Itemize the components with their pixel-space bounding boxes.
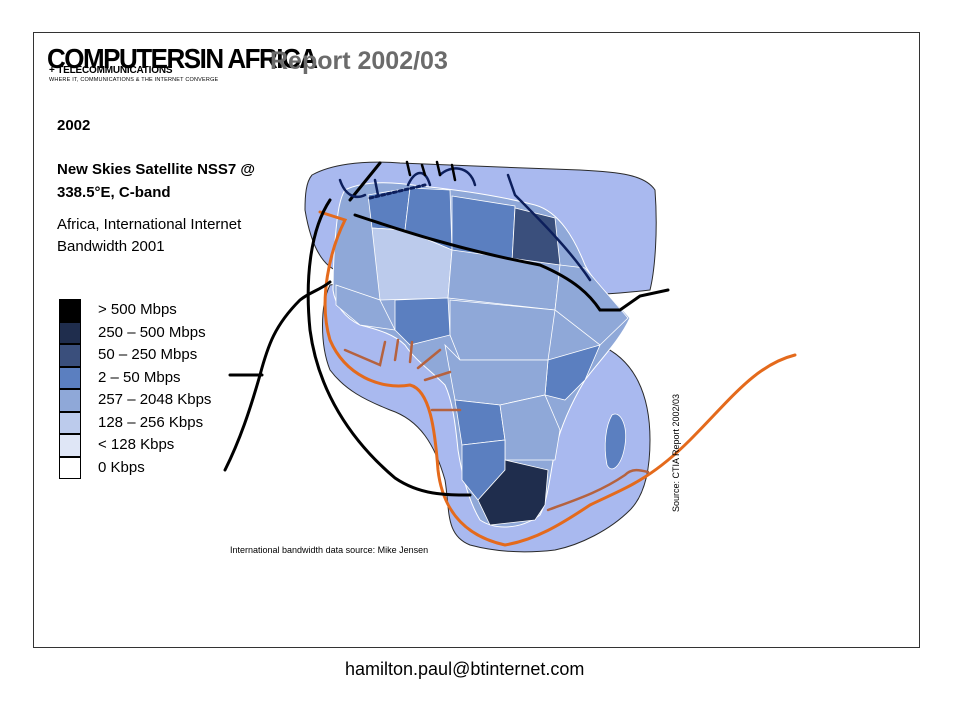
logo-main-text: COMPUTERSIN AFRICA bbox=[47, 42, 318, 75]
country-block-central bbox=[449, 299, 556, 361]
author-email: hamilton.paul@btinternet.com bbox=[345, 659, 585, 679]
logo-tagline: WHERE IT, COMMUNICATIONS & THE INTERNET … bbox=[49, 77, 219, 83]
cable-black-north bbox=[348, 161, 670, 312]
country-block-west bbox=[335, 284, 396, 331]
legend-label: 250 – 500 Mbps bbox=[98, 323, 206, 341]
bandwidth-data-source: International bandwidth data source: Mik… bbox=[230, 545, 429, 555]
legend-swatch bbox=[59, 366, 81, 389]
year-label: 2002 bbox=[57, 117, 91, 134]
computers-in-africa-logo: COMPUTERSIN AFRICA + TELECOMMUNICATIONS … bbox=[47, 44, 318, 84]
slide-frame bbox=[33, 32, 920, 648]
africa-bandwidth-map bbox=[223, 160, 797, 553]
logo-sub-text: + TELECOMMUNICATIONS bbox=[49, 65, 173, 76]
legend-swatch bbox=[59, 344, 81, 367]
country-block-nigeria bbox=[394, 297, 451, 346]
map-description: Africa, International Internet Bandwidth… bbox=[57, 216, 242, 255]
cable-black-west bbox=[223, 280, 332, 472]
country-block-south-africa bbox=[477, 459, 549, 526]
report-title: Report 2002/03 bbox=[270, 47, 448, 75]
legend-swatch bbox=[59, 434, 81, 457]
satellite-label: New Skies Satellite NSS7 @ 338.5°E, C-ba… bbox=[57, 161, 256, 201]
cable-brown-east bbox=[546, 468, 650, 512]
header: COMPUTERSIN AFRICA + TELECOMMUNICATIONS … bbox=[47, 44, 318, 84]
country-block-angola bbox=[454, 399, 506, 446]
legend-label: 257 – 2048 Kbps bbox=[98, 391, 212, 408]
cable-brown-branch-1 bbox=[343, 340, 387, 367]
madagascar bbox=[604, 413, 627, 470]
legend-label: 128 – 256 Kbps bbox=[98, 413, 204, 431]
legend-swatch bbox=[59, 389, 81, 412]
legend-swatch bbox=[59, 299, 81, 322]
cable-navy-dotted bbox=[368, 183, 427, 200]
legend-label: < 128 Kbps bbox=[98, 436, 175, 453]
legend-swatch bbox=[59, 411, 81, 434]
legend-swatch bbox=[59, 321, 81, 344]
cable-sat3-orange bbox=[318, 210, 797, 547]
legend-swatch bbox=[59, 456, 81, 479]
legend-label: 50 – 250 Mbps bbox=[98, 346, 198, 363]
cable-brown-branch-2 bbox=[393, 338, 462, 412]
legend-label: 2 – 50 Mbps bbox=[98, 368, 181, 386]
submarine-cables bbox=[223, 160, 797, 547]
legend-label: > 500 Mbps bbox=[98, 301, 177, 318]
cable-black-loop bbox=[306, 198, 472, 497]
legend-label: 0 Kbps bbox=[98, 458, 145, 476]
cable-navy-med bbox=[338, 167, 592, 282]
map-source-vertical: Source: CTIA Report 2002/03 bbox=[671, 393, 681, 512]
cable-black-ticks bbox=[405, 160, 457, 182]
